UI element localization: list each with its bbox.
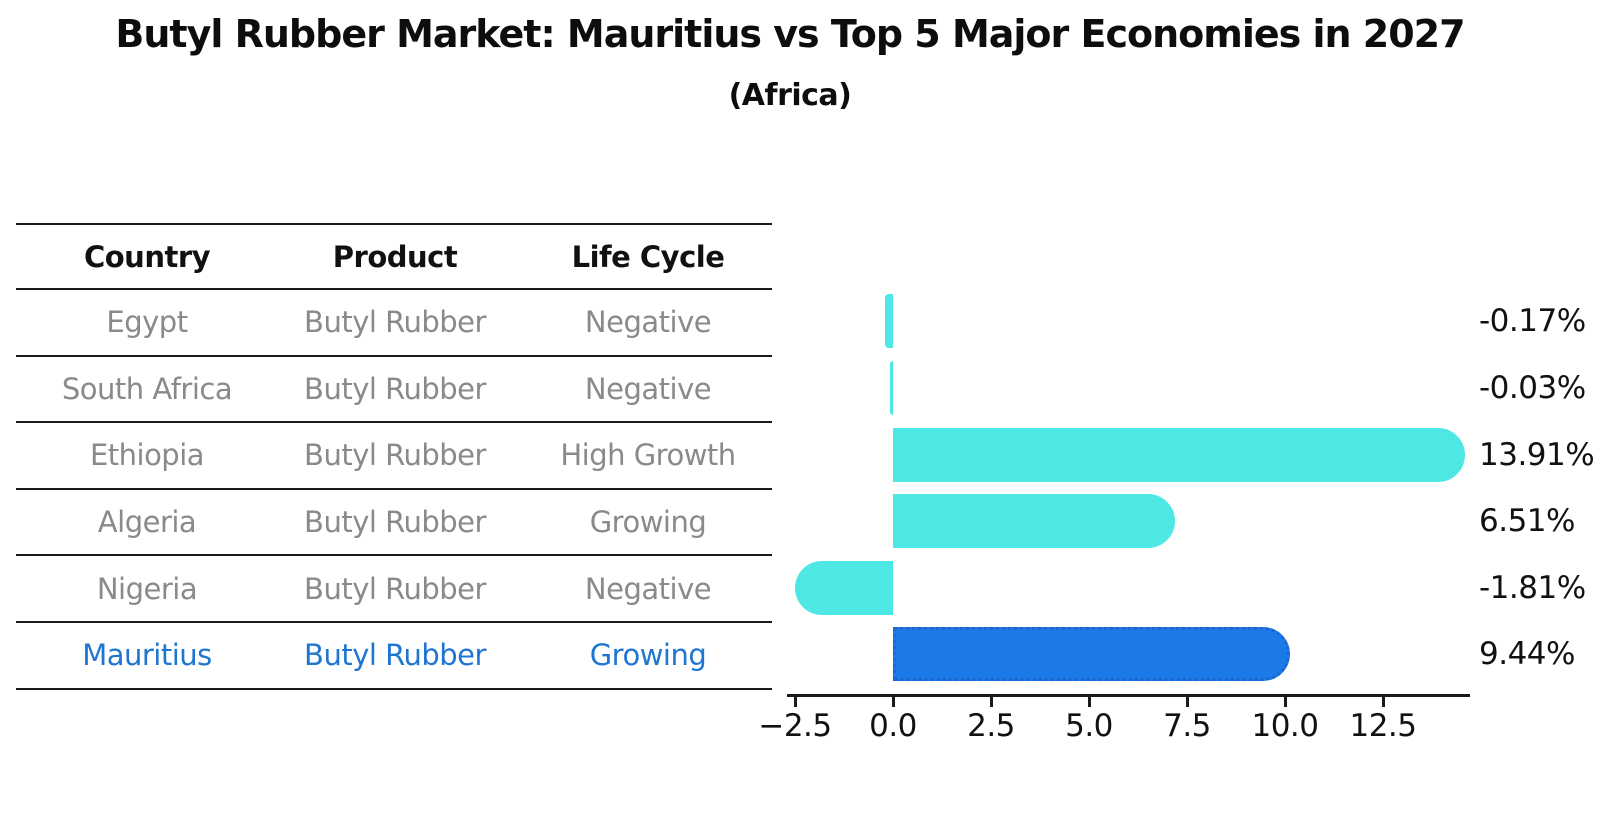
country-table-rows: Egypt Butyl Rubber Negative South Africa But… <box>16 290 772 690</box>
bar-egypt <box>884 294 893 349</box>
bar-value-label-algeria: 6.51% <box>1479 503 1575 540</box>
table-row-egypt: Egypt Butyl Rubber Negative <box>16 290 772 357</box>
cell-country: Mauritius <box>82 638 212 673</box>
cell-product: Butyl Rubber <box>304 505 486 540</box>
country-table: Country Product Life Cycle Egypt Butyl Ru… <box>16 223 772 690</box>
cell-country: Ethiopia <box>89 438 205 473</box>
cell-country: Egypt <box>106 305 188 340</box>
x-axis-tick-label: 2.5 <box>967 708 1015 744</box>
x-axis-tick <box>793 697 797 707</box>
column-header-product: Product <box>332 239 458 274</box>
x-axis-tick <box>1087 697 1091 707</box>
x-axis-tick <box>1283 697 1287 707</box>
x-axis-tick-label: 10.0 <box>1251 708 1319 744</box>
x-axis-tick-label: 7.5 <box>1163 708 1211 744</box>
table-row-south-africa: South Africa Butyl Rubber Negative <box>16 357 772 424</box>
table-row-nigeria: Nigeria Butyl Rubber Negative <box>16 556 772 623</box>
cell-life-cycle: Growing <box>589 505 707 540</box>
x-axis-tick <box>1381 697 1385 707</box>
x-axis-tick-label: 12.5 <box>1349 708 1417 744</box>
cell-country: Algeria <box>97 505 197 540</box>
bar-mauritius <box>893 627 1291 682</box>
cell-product: Butyl Rubber <box>304 438 486 473</box>
bar-ethiopia <box>893 427 1466 482</box>
cell-country: Nigeria <box>96 571 198 606</box>
cell-life-cycle: Negative <box>584 305 712 340</box>
page-title: Butyl Rubber Market: Mauritius vs Top 5 … <box>115 12 1465 56</box>
bar-algeria <box>893 494 1176 549</box>
cell-life-cycle: Growing <box>589 638 707 673</box>
table-row-ethiopia: Ethiopia Butyl Rubber High Growth <box>16 423 772 490</box>
bar-value-label-egypt: -0.17% <box>1479 303 1586 340</box>
cell-product: Butyl Rubber <box>304 305 486 340</box>
x-axis-tick <box>891 697 895 707</box>
x-axis-tick <box>1185 697 1189 707</box>
column-header-country: Country <box>83 239 211 274</box>
column-header-life-cycle: Life Cycle <box>571 239 725 274</box>
bar-value-label-mauritius: 9.44% <box>1479 636 1575 673</box>
table-header-row: Country Product Life Cycle <box>16 225 772 290</box>
page-subtitle: (Africa) <box>728 78 852 113</box>
table-row-algeria: Algeria Butyl Rubber Growing <box>16 490 772 557</box>
x-axis-line <box>787 694 1470 697</box>
cell-product: Butyl Rubber <box>304 371 486 406</box>
x-axis-tick-label: 5.0 <box>1065 708 1113 744</box>
table-row-mauritius: Mauritius Butyl Rubber Growing <box>16 623 772 690</box>
bar-nigeria <box>795 560 893 615</box>
cell-product: Butyl Rubber <box>304 638 486 673</box>
cell-life-cycle: Negative <box>584 571 712 606</box>
x-axis-tick-label: −2.5 <box>758 708 832 744</box>
bar-value-label-ethiopia: 13.91% <box>1479 436 1595 473</box>
x-axis-tick <box>989 697 993 707</box>
cell-country: South Africa <box>61 371 233 406</box>
cell-life-cycle: High Growth <box>560 438 736 473</box>
cell-product: Butyl Rubber <box>304 571 486 606</box>
bar-value-label-south-africa: -0.03% <box>1479 369 1586 406</box>
bar-south-africa <box>890 360 893 415</box>
x-axis-tick-label: 0.0 <box>869 708 917 744</box>
bar-value-label-nigeria: -1.81% <box>1479 569 1586 606</box>
cell-life-cycle: Negative <box>584 371 712 406</box>
